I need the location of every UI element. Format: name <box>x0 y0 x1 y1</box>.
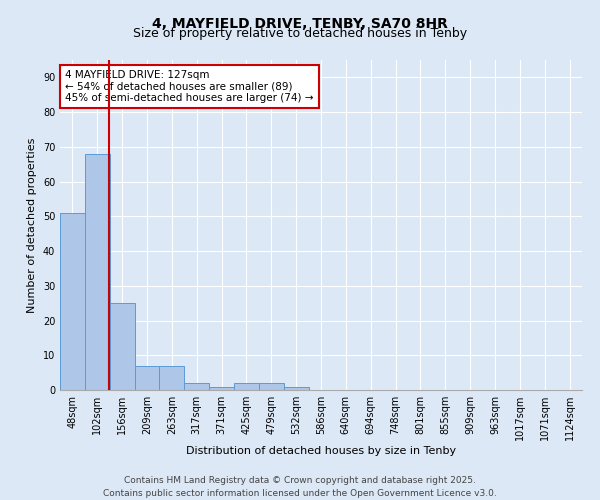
Bar <box>60 213 85 390</box>
Bar <box>134 366 160 390</box>
Y-axis label: Number of detached properties: Number of detached properties <box>27 138 37 312</box>
X-axis label: Distribution of detached houses by size in Tenby: Distribution of detached houses by size … <box>186 446 456 456</box>
Text: Size of property relative to detached houses in Tenby: Size of property relative to detached ho… <box>133 28 467 40</box>
Bar <box>234 383 259 390</box>
Text: 4, MAYFIELD DRIVE, TENBY, SA70 8HR: 4, MAYFIELD DRIVE, TENBY, SA70 8HR <box>152 18 448 32</box>
Bar <box>184 383 209 390</box>
Bar <box>284 386 308 390</box>
Bar <box>209 386 234 390</box>
Bar <box>110 303 134 390</box>
Bar <box>259 383 284 390</box>
Bar <box>160 366 184 390</box>
Text: 4 MAYFIELD DRIVE: 127sqm
← 54% of detached houses are smaller (89)
45% of semi-d: 4 MAYFIELD DRIVE: 127sqm ← 54% of detach… <box>65 70 314 103</box>
Bar <box>85 154 110 390</box>
Text: Contains HM Land Registry data © Crown copyright and database right 2025.
Contai: Contains HM Land Registry data © Crown c… <box>103 476 497 498</box>
